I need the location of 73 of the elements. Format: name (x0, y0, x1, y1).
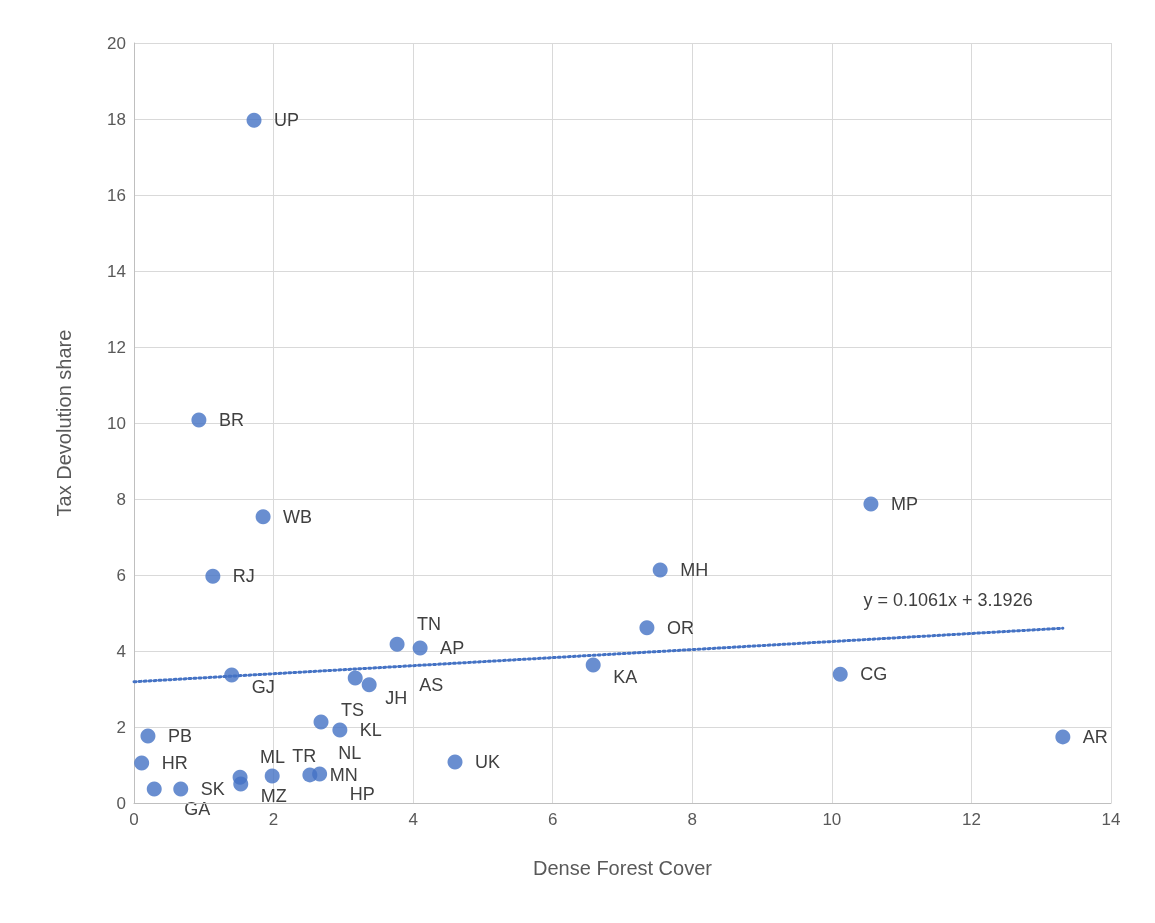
x-axis-title: Dense Forest Cover (533, 857, 713, 879)
x-tick-label: 0 (129, 810, 139, 829)
annotation: KL (359, 720, 382, 741)
annotation: MN (329, 764, 358, 785)
point (1055, 729, 1071, 745)
y-tick-label: 4 (116, 641, 126, 661)
y-tick-label: 18 (107, 109, 126, 129)
annotation: AP (440, 637, 465, 658)
point (312, 766, 328, 782)
annotation: SK (200, 778, 225, 799)
x-tick-label: 14 (1101, 810, 1121, 829)
annotation: PB (167, 726, 192, 747)
point (832, 666, 848, 682)
point (585, 657, 601, 673)
x-tick-label: 10 (822, 810, 842, 829)
point (173, 781, 189, 797)
x-tick-label: 8 (687, 810, 698, 829)
x-tick-label: 4 (408, 810, 418, 829)
point (255, 509, 271, 525)
annotation: HR (161, 753, 188, 774)
point (412, 640, 428, 656)
y-tick-label: 16 (107, 185, 126, 205)
y-tick-label: 14 (107, 261, 126, 281)
annotation: TS (341, 700, 365, 721)
annotation: TR (292, 746, 317, 767)
annotation: AR (1082, 726, 1108, 747)
y-tick-label: 2 (116, 717, 126, 737)
annotation: WB (283, 506, 313, 527)
point (639, 620, 655, 636)
annotation: GJ (251, 676, 275, 697)
annotation: CG (860, 664, 888, 685)
annotation: MP (890, 493, 918, 514)
annotation: AS (419, 674, 444, 695)
y-tick-label: 12 (107, 337, 126, 357)
point (447, 754, 463, 770)
point (233, 776, 249, 792)
annotation: OR (666, 617, 694, 638)
point (134, 755, 150, 771)
point (652, 562, 668, 578)
annotation: NL (338, 742, 362, 763)
x-tick-label: 2 (268, 810, 279, 829)
x-tick-label: 12 (961, 810, 981, 829)
annotation: UK (475, 751, 501, 772)
point (205, 568, 221, 584)
annotation: KA (613, 667, 638, 688)
point (313, 714, 329, 730)
annotation: ML (260, 747, 286, 768)
point (264, 768, 280, 784)
annotation: TN (417, 614, 442, 635)
annotation: JH (385, 687, 408, 708)
y-tick-label: 20 (107, 33, 126, 53)
point (347, 670, 363, 686)
point (146, 781, 162, 797)
annotation: y = 0.1061x + 3.1926 (863, 590, 1033, 611)
annotation: BR (218, 409, 244, 430)
point (389, 636, 405, 652)
annotation: HP (349, 784, 375, 805)
annotation: MZ (260, 786, 287, 806)
x-tick-label: 6 (547, 810, 558, 829)
point (140, 728, 156, 744)
point (246, 112, 262, 128)
y-tick-label: 6 (116, 565, 126, 585)
y-axis-title: Tax Devolution share (53, 329, 75, 517)
annotation: RJ (232, 566, 255, 587)
point (361, 677, 377, 693)
y-tick-label: 0 (116, 793, 126, 813)
y-tick-label: 10 (107, 413, 126, 433)
annotation: MH (680, 560, 709, 581)
annotation: UP (274, 110, 300, 131)
y-tick-label: 8 (116, 489, 126, 509)
point (191, 412, 207, 428)
point (332, 722, 348, 738)
point (863, 496, 879, 512)
